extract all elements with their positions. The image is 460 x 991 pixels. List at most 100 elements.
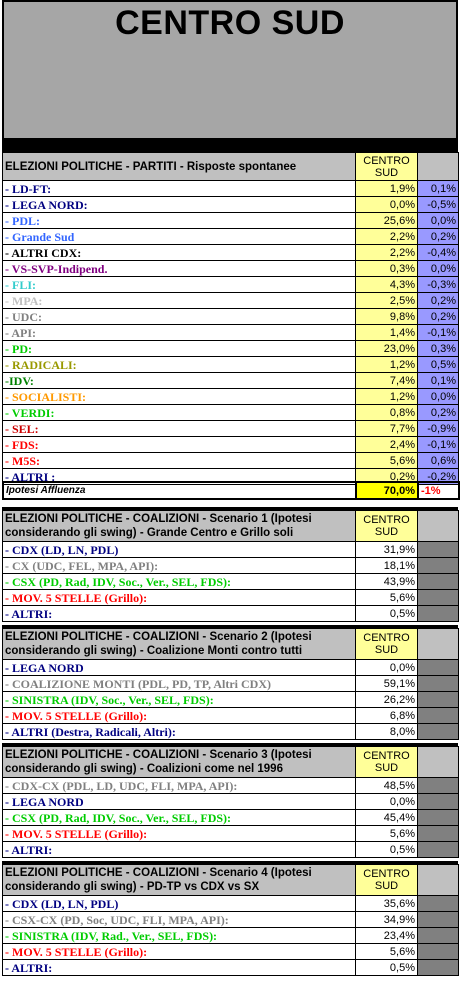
party-row: - PD: 23,0% 0,3% <box>2 340 459 357</box>
coalition-grey-cell <box>417 589 459 606</box>
coalition-grey-cell <box>417 777 459 794</box>
coalition-row: - SINISTRA (IDV, Soc., Ver., SEL, FDS): 2… <box>2 691 459 708</box>
coalition-row: - CDX (LD, LN, PDL) 35,6% <box>2 895 459 912</box>
party-label: - LD-FT: <box>2 180 356 197</box>
coalition-label: - CSX (PD, Rad, IDV, Soc., Ver., SEL, FD… <box>2 573 356 590</box>
coalition-grey-cell <box>417 557 459 574</box>
coalition-label: - MOV. 5 STELLE (Grillo): <box>2 825 356 842</box>
party-delta: 0,2% <box>417 308 459 325</box>
affluenza-table: Ipotesi Affluenza 70,0% -1% <box>2 481 460 500</box>
party-label: - SOCIALISTI: <box>2 388 356 405</box>
coalition-label: - ALTRI: <box>2 959 356 976</box>
coalition-label: - CDX-CX (PDL, LD, UDC, FLI, MPA, API): <box>2 777 356 794</box>
coalition-grey-cell <box>417 809 459 826</box>
party-value: 1,2% <box>355 356 418 373</box>
party-delta: -0,1% <box>417 436 459 453</box>
scenario-header: ELEZIONI POLITICHE - COALIZIONI - Scenar… <box>2 746 356 778</box>
coalition-value: 0,5% <box>355 959 418 976</box>
coalition-value: 6,8% <box>355 707 418 724</box>
coalition-grey-cell <box>417 675 459 692</box>
party-row: - FDS: 2,4% -0,1% <box>2 436 459 453</box>
party-value: 0,3% <box>355 260 418 277</box>
coalition-label: - LEGA NORD <box>2 659 356 676</box>
separator-bar <box>2 140 458 152</box>
coalition-row: - LEGA NORD 0,0% <box>2 659 459 676</box>
scenario-table: ELEZIONI POLITICHE - COALIZIONI - Scenar… <box>2 864 459 976</box>
coalition-grey-cell <box>417 605 459 622</box>
party-value: 1,4% <box>355 324 418 341</box>
party-delta: 0,0% <box>417 212 459 229</box>
coalition-row: - CX (UDC, FEL, MPA, API): 18,1% <box>2 557 459 574</box>
coalition-label: - LEGA NORD <box>2 793 356 810</box>
coalition-row: - CDX (LD, LN, PDL) 31,9% <box>2 541 459 558</box>
party-label: - FLI: <box>2 276 356 293</box>
coalition-label: - MOV. 5 STELLE (Grillo): <box>2 707 356 724</box>
coalition-grey-cell <box>417 825 459 842</box>
party-delta: 0,2% <box>417 292 459 309</box>
coalition-grey-cell <box>417 927 459 944</box>
party-label: - PDL: <box>2 212 356 229</box>
coalition-row: - CDX-CX (PDL, LD, UDC, FLI, MPA, API): 4… <box>2 777 459 794</box>
coalition-label: - CSX (PD, Rad, IDV, Soc., Ver., SEL, FD… <box>2 809 356 826</box>
coalition-value: 59,1% <box>355 675 418 692</box>
parties-delta-header <box>417 152 459 181</box>
party-row: - VS-SVP-Indipend. 0,3% 0,0% <box>2 260 459 277</box>
scenario-header-row: ELEZIONI POLITICHE - COALIZIONI - Scenar… <box>2 628 459 660</box>
coalition-row: - MOV. 5 STELLE (Grillo): 5,6% <box>2 825 459 842</box>
coalition-value: 0,0% <box>355 659 418 676</box>
party-value: 2,4% <box>355 436 418 453</box>
coalition-value: 26,2% <box>355 691 418 708</box>
coalition-grey-cell <box>417 943 459 960</box>
party-label: - UDC: <box>2 308 356 325</box>
coalition-value: 0,0% <box>355 793 418 810</box>
parties-header: ELEZIONI POLITICHE - PARTITI - Risposte … <box>2 152 356 181</box>
party-row: - LEGA NORD: 0,0% -0,5% <box>2 196 459 213</box>
party-label: - FDS: <box>2 436 356 453</box>
party-value: 5,6% <box>355 452 418 469</box>
coalition-value: 18,1% <box>355 557 418 574</box>
party-label: - M5S: <box>2 452 356 469</box>
party-row: - Grande Sud 2,2% 0,2% <box>2 228 459 245</box>
party-delta: -0,1% <box>417 324 459 341</box>
party-delta: -0,4% <box>417 244 459 261</box>
parties-header-row: ELEZIONI POLITICHE - PARTITI - Risposte … <box>2 152 459 181</box>
coalition-grey-cell <box>417 691 459 708</box>
party-row: - LD-FT: 1,9% 0,1% <box>2 180 459 197</box>
coalition-value: 43,9% <box>355 573 418 590</box>
scenario-header-row: ELEZIONI POLITICHE - COALIZIONI - Scenar… <box>2 864 459 896</box>
party-delta: -0,5% <box>417 196 459 213</box>
party-row: - FLI: 4,3% -0,3% <box>2 276 459 293</box>
parties-table: ELEZIONI POLITICHE - PARTITI - Risposte … <box>2 152 459 485</box>
scenario-table: ELEZIONI POLITICHE - COALIZIONI - Scenar… <box>2 510 459 622</box>
scenario-header: ELEZIONI POLITICHE - COALIZIONI - Scenar… <box>2 864 356 896</box>
party-label: - RADICALI: <box>2 356 356 373</box>
party-value: 25,6% <box>355 212 418 229</box>
party-row: - MPA: 2,5% 0,2% <box>2 292 459 309</box>
scenario-grey-cell <box>417 746 459 778</box>
coalition-label: - ALTRI (Destra, Radicali, Altri): <box>2 723 356 740</box>
coalition-grey-cell <box>417 659 459 676</box>
coalition-value: 0,5% <box>355 841 418 858</box>
coalition-value: 31,9% <box>355 541 418 558</box>
party-delta: 0,6% <box>417 452 459 469</box>
coalition-grey-cell <box>417 707 459 724</box>
party-value: 2,2% <box>355 228 418 245</box>
party-row: - ALTRI :0,2% -0,2% <box>2 468 459 485</box>
scenario-grey-cell <box>417 628 459 660</box>
party-label: - VERDI: <box>2 404 356 421</box>
scenario-col-header: CENTRO SUD <box>355 628 418 660</box>
party-label: - Grande Sud <box>2 228 356 245</box>
coalition-row: - SINISTRA (IDV, Rad., Ver., SEL, FDS): 2… <box>2 927 459 944</box>
party-delta: 0,2% <box>417 228 459 245</box>
party-value: 0,2% <box>355 468 418 485</box>
separator-bar <box>2 507 458 510</box>
coalition-row: - MOV. 5 STELLE (Grillo): 6,8% <box>2 707 459 724</box>
coalition-grey-cell <box>417 959 459 976</box>
coalition-label: - SINISTRA (IDV, Soc., Ver., SEL, FDS): <box>2 691 356 708</box>
party-value: 2,2% <box>355 244 418 261</box>
coalition-value: 5,6% <box>355 825 418 842</box>
party-delta: -0,3% <box>417 276 459 293</box>
title-box: CENTRO SUD <box>2 0 458 140</box>
party-row: - API: 1,4% -0,1% <box>2 324 459 341</box>
party-value: 1,9% <box>355 180 418 197</box>
